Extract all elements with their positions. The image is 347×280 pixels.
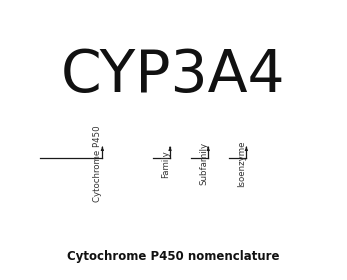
Text: Subfamily: Subfamily (199, 142, 208, 185)
Text: Isoenzyme: Isoenzyme (237, 141, 246, 187)
Text: Cytochrome P450: Cytochrome P450 (93, 125, 102, 202)
Text: Family: Family (161, 150, 170, 178)
Text: Cytochrome P450 nomenclature: Cytochrome P450 nomenclature (67, 250, 280, 263)
Text: CYP3A4: CYP3A4 (61, 47, 286, 104)
